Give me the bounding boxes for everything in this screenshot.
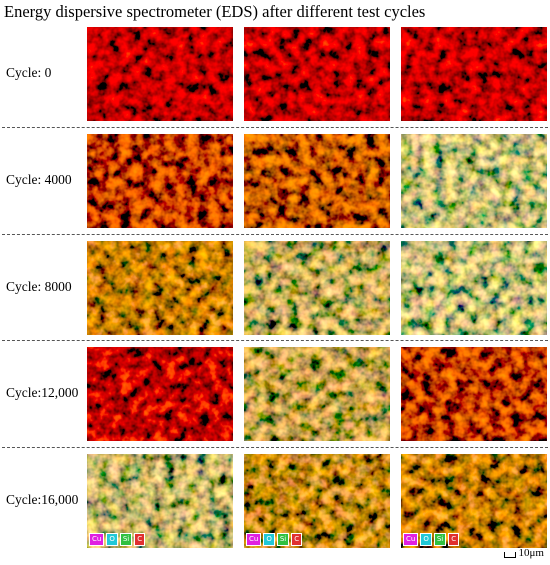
figure-title: Energy dispersive spectrometer (EDS) aft…	[4, 2, 426, 21]
legend-item: Cu	[403, 533, 419, 546]
row-label: Cycle:16,000	[6, 492, 79, 507]
eds-map: Cu O Si C	[401, 454, 547, 548]
eds-image	[244, 241, 390, 335]
legend-item: Si	[433, 533, 447, 546]
scale-bar	[504, 552, 516, 558]
legend-item: Si	[276, 533, 290, 546]
eds-map	[401, 347, 547, 441]
eds-map	[401, 134, 547, 228]
eds-image	[401, 241, 547, 335]
eds-image	[401, 134, 547, 228]
legend-item: O	[263, 533, 275, 546]
legend: Cu O Si C	[246, 533, 303, 546]
eds-map	[87, 27, 233, 121]
eds-map	[401, 27, 547, 121]
eds-map	[87, 347, 233, 441]
eds-image	[87, 27, 233, 121]
row-separator	[2, 447, 548, 448]
eds-image	[87, 134, 233, 228]
eds-image	[87, 347, 233, 441]
eds-map	[244, 241, 390, 335]
eds-image	[244, 347, 390, 441]
eds-image	[87, 454, 233, 548]
eds-image	[401, 27, 547, 121]
legend-item: C	[134, 533, 146, 546]
legend-item: Si	[119, 533, 133, 546]
eds-image	[401, 347, 547, 441]
row-separator	[2, 234, 548, 235]
row-label: Cycle:12,000	[6, 385, 79, 400]
legend: Cu O Si C	[403, 533, 460, 546]
legend-item: C	[291, 533, 303, 546]
eds-map	[87, 134, 233, 228]
legend-item: Cu	[89, 533, 105, 546]
eds-map: Cu O Si C	[244, 454, 390, 548]
legend-item: Cu	[246, 533, 262, 546]
row-separator	[2, 127, 548, 128]
eds-map	[87, 241, 233, 335]
eds-map	[244, 347, 390, 441]
eds-image	[401, 454, 547, 548]
eds-map	[401, 241, 547, 335]
legend-item: O	[106, 533, 118, 546]
eds-image	[244, 134, 390, 228]
eds-map	[244, 134, 390, 228]
eds-map: Cu O Si C	[87, 454, 233, 548]
row-label: Cycle: 4000	[6, 172, 72, 187]
row-separator	[2, 340, 548, 341]
row-label: Cycle: 8000	[6, 279, 72, 294]
eds-image	[244, 27, 390, 121]
scale-label: 10μm	[518, 547, 544, 559]
eds-image	[244, 454, 390, 548]
row-label: Cycle: 0	[6, 65, 52, 80]
legend-item: C	[448, 533, 460, 546]
legend-item: O	[420, 533, 432, 546]
legend: Cu O Si C	[89, 533, 146, 546]
eds-map	[244, 27, 390, 121]
eds-image	[87, 241, 233, 335]
